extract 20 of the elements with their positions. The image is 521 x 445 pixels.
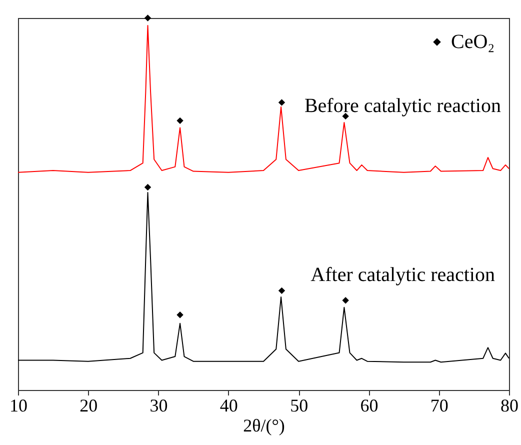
x-tick-label: 50 [290, 396, 308, 416]
point [176, 312, 184, 318]
x-tick-label: 60 [360, 396, 378, 416]
series-label: After catalytic reaction [310, 264, 495, 286]
x-tick-label: 80 [500, 396, 518, 416]
x-tick-label: 20 [80, 396, 98, 416]
point [176, 117, 184, 124]
point [342, 112, 349, 120]
point [144, 184, 152, 191]
x-tick-label: 30 [150, 396, 168, 416]
x-tick-label: 70 [430, 396, 448, 416]
legend-label: CeO₂ [451, 31, 495, 53]
point [278, 287, 286, 294]
point [144, 14, 152, 22]
x-axis-title: 2θ/(°) [243, 416, 285, 436]
point [342, 296, 349, 304]
x-tick-label: 40 [220, 396, 238, 416]
x-tick-label: 10 [10, 396, 28, 416]
series-label: Before catalytic reaction [304, 95, 501, 117]
point [278, 99, 286, 106]
